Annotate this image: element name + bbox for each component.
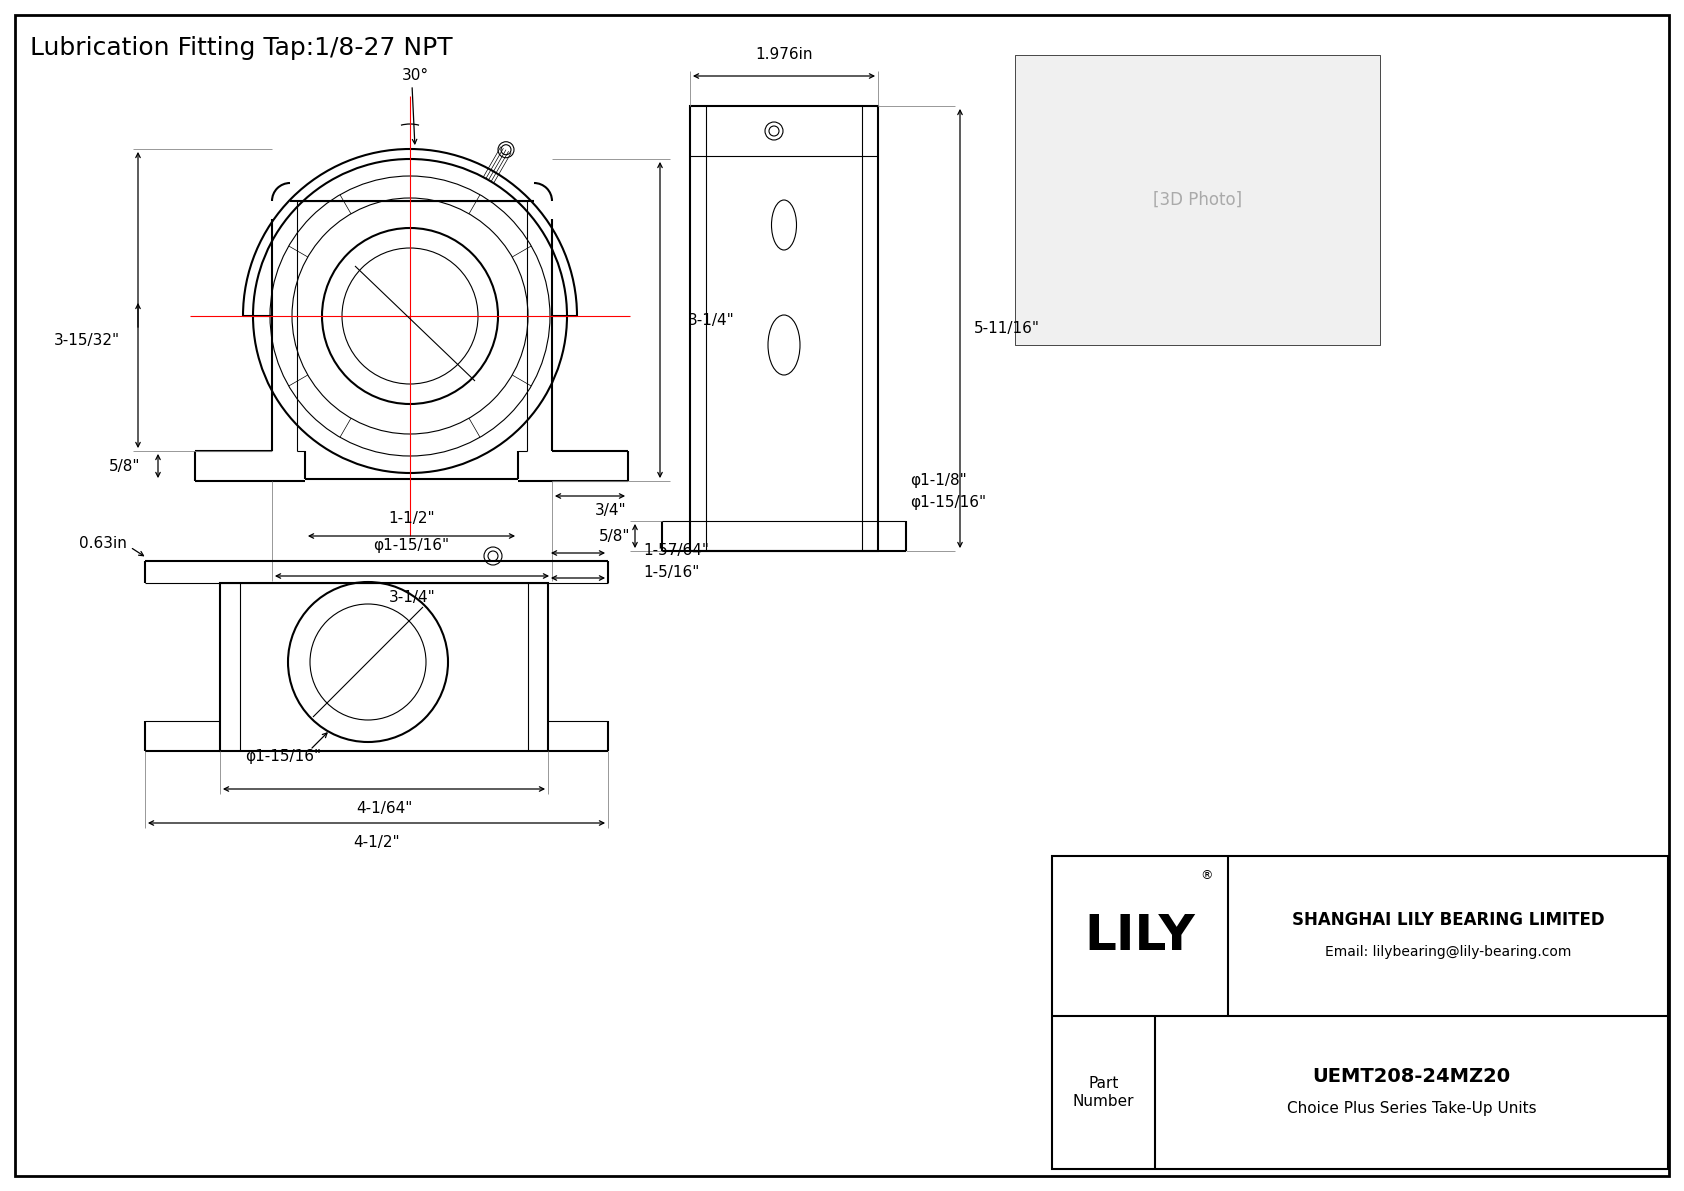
Text: Part
Number: Part Number [1073, 1077, 1135, 1109]
Text: 4-1/2": 4-1/2" [354, 835, 399, 850]
Text: 5/8": 5/8" [108, 459, 140, 474]
Text: 4-1/64": 4-1/64" [355, 802, 413, 816]
Text: φ1-1/8": φ1-1/8" [909, 474, 967, 488]
Text: 3-1/4": 3-1/4" [389, 590, 436, 605]
Bar [1015, 55, 1379, 345]
Text: 3/4": 3/4" [594, 503, 626, 518]
Text: Lubrication Fitting Tap:1/8-27 NPT: Lubrication Fitting Tap:1/8-27 NPT [30, 36, 453, 60]
Text: 1-5/16": 1-5/16" [643, 566, 699, 580]
Text: φ1-15/16": φ1-15/16" [909, 495, 987, 511]
Text: UEMT208-24MZ20: UEMT208-24MZ20 [1312, 1067, 1511, 1086]
Text: 0.63in: 0.63in [79, 536, 126, 550]
Text: Email: lilybearing@lily-bearing.com: Email: lilybearing@lily-bearing.com [1325, 944, 1571, 959]
Text: ®: ® [1199, 869, 1212, 883]
Text: 1.976in: 1.976in [754, 46, 813, 62]
Text: Choice Plus Series Take-Up Units: Choice Plus Series Take-Up Units [1287, 1100, 1536, 1116]
Bar [1052, 856, 1667, 1170]
Text: 3-15/32": 3-15/32" [54, 332, 120, 348]
Text: LILY: LILY [1084, 912, 1196, 960]
Bar [690, 106, 877, 551]
Text: 30°: 30° [401, 68, 428, 82]
Text: 5/8": 5/8" [598, 529, 630, 543]
Text: φ1-15/16": φ1-15/16" [244, 749, 322, 765]
Text: φ1-15/16": φ1-15/16" [374, 538, 450, 553]
Text: 1-57/64": 1-57/64" [643, 543, 709, 559]
Text: 3-1/4": 3-1/4" [689, 312, 734, 328]
Bar [221, 584, 547, 752]
Text: SHANGHAI LILY BEARING LIMITED: SHANGHAI LILY BEARING LIMITED [1292, 911, 1605, 929]
Text: 5-11/16": 5-11/16" [973, 322, 1041, 336]
Text: 1-1/2": 1-1/2" [389, 511, 434, 526]
Text: [3D Photo]: [3D Photo] [1154, 191, 1243, 208]
